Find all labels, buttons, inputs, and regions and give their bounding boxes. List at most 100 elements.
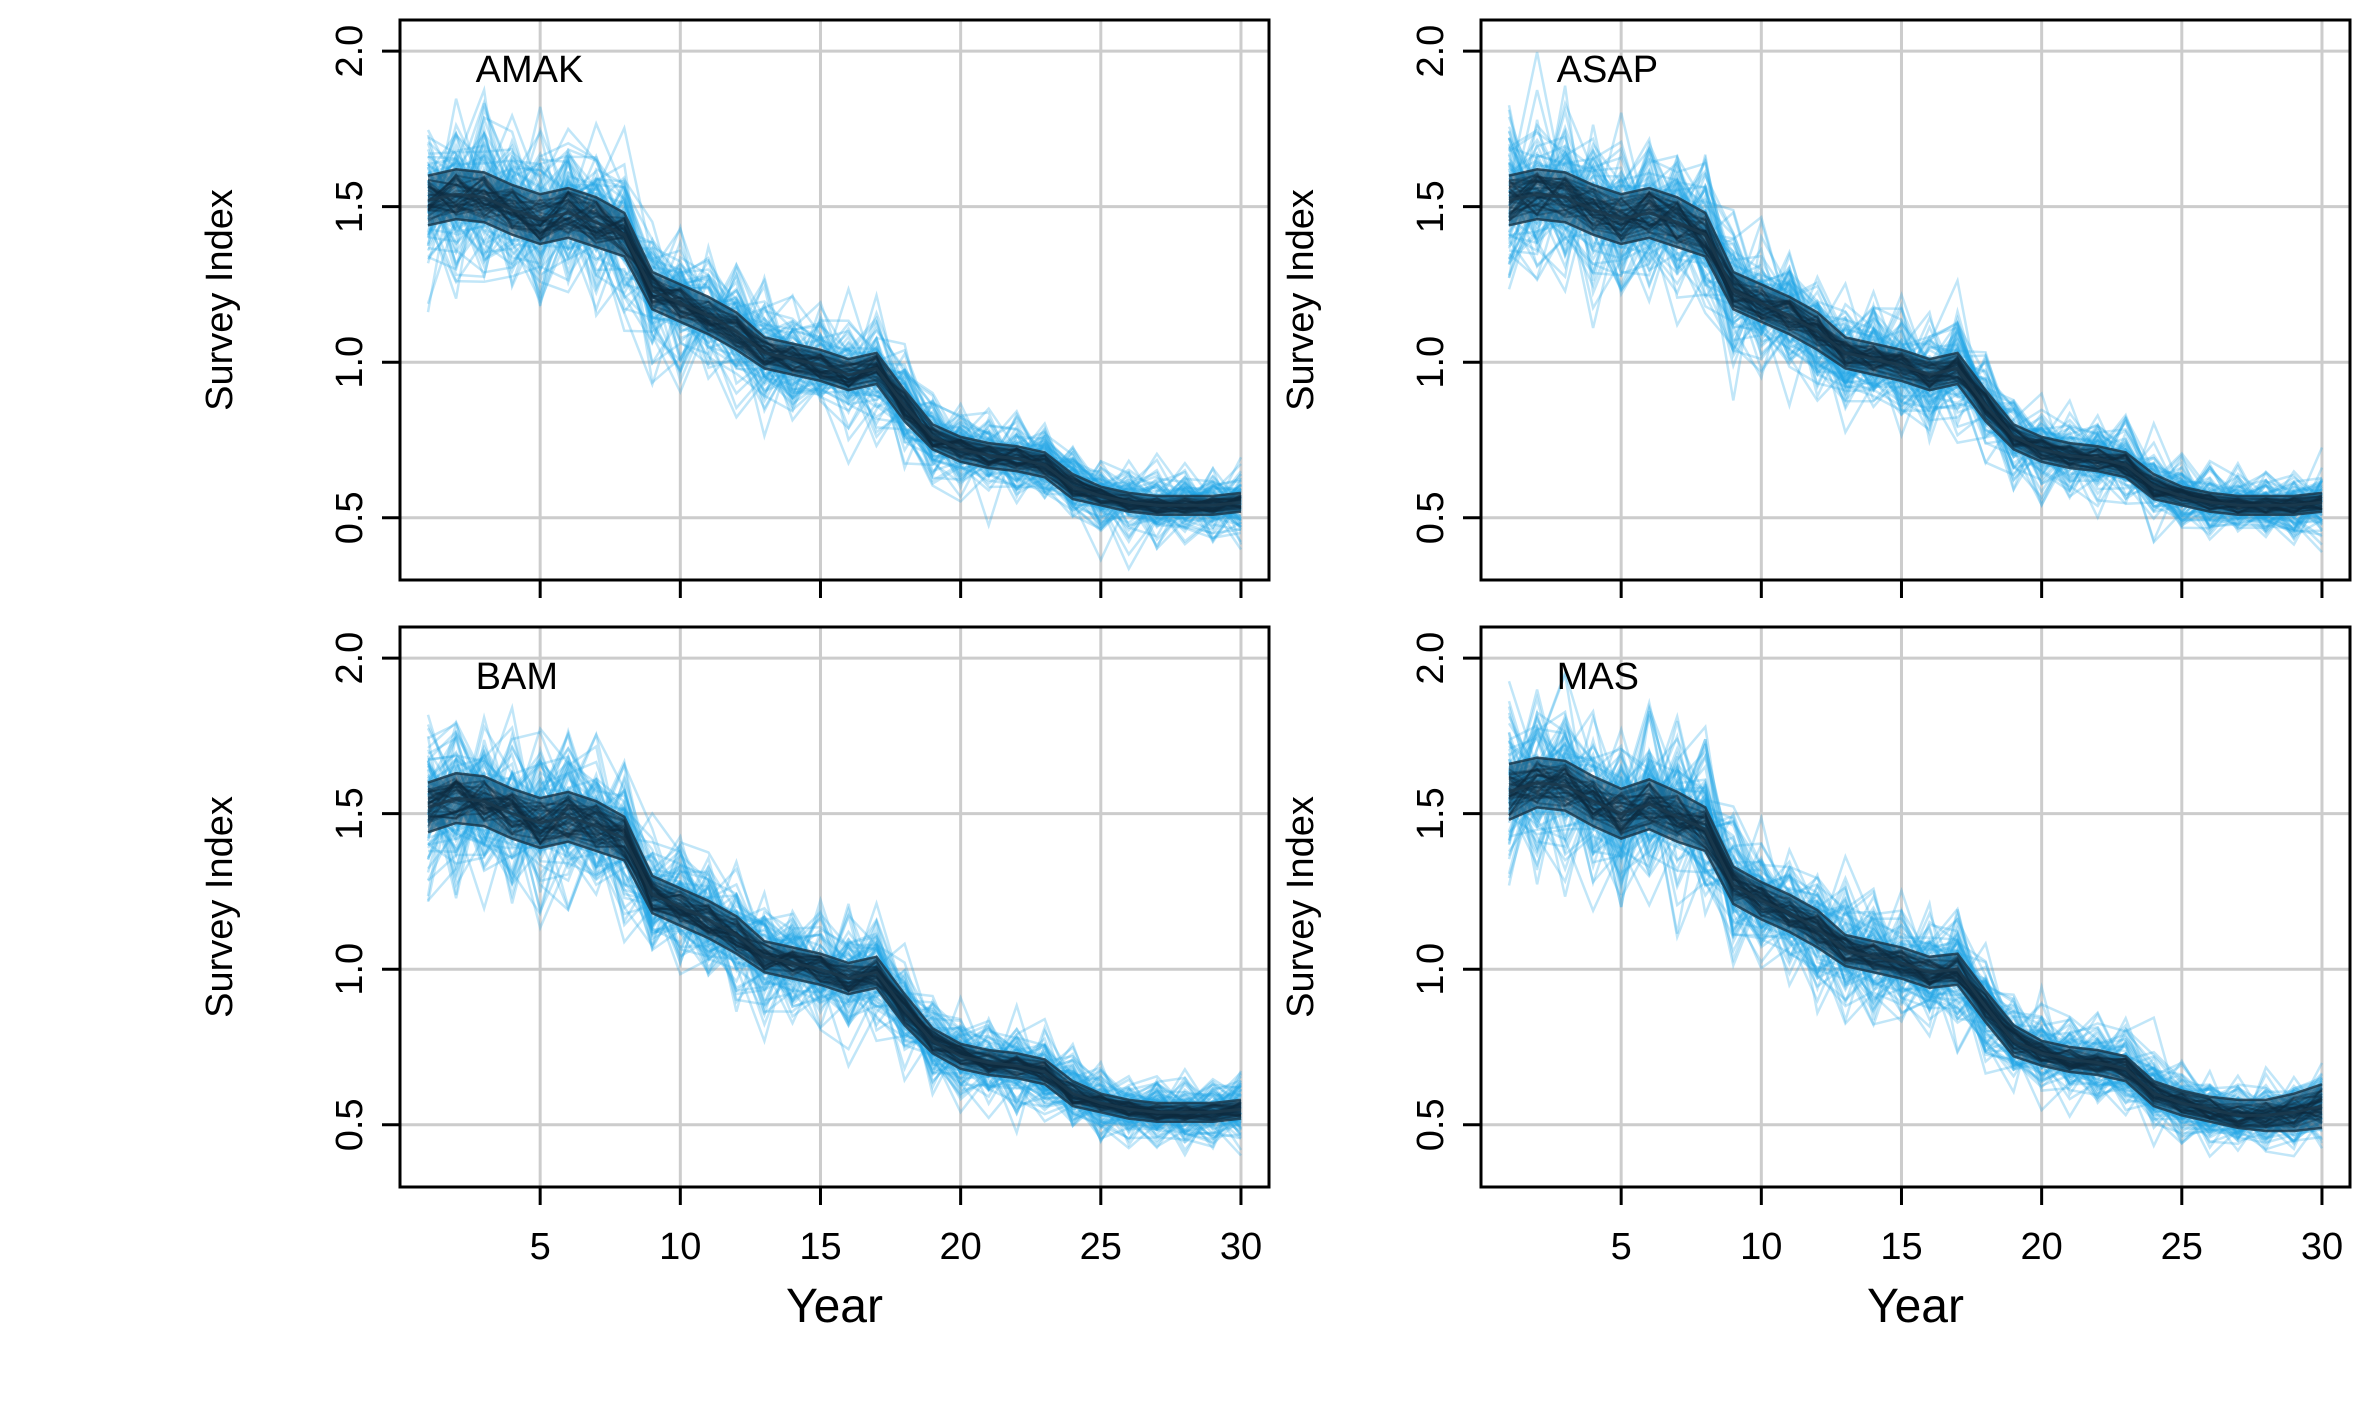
central-line [427, 789, 1242, 1122]
central-line [427, 193, 1242, 513]
plot-frame [398, 625, 1271, 1189]
y-tick-label: 2.0 [1410, 632, 1452, 685]
replicate-line [1507, 155, 2323, 529]
central-line [427, 176, 1242, 507]
central-line [427, 206, 1242, 510]
central-line [1508, 764, 2323, 1123]
replicate-line [426, 702, 1242, 1125]
replicate-line [427, 102, 1242, 552]
central-line [1508, 764, 2323, 1128]
replicate-line [1507, 752, 2324, 1146]
x-tick-label: 5 [530, 1226, 551, 1268]
central-line [427, 180, 1242, 512]
central-line [427, 789, 1242, 1114]
central-line [1508, 762, 2323, 1121]
central-line [427, 794, 1242, 1119]
central-line [1508, 793, 2323, 1126]
central-line [1508, 174, 2323, 511]
central-line [427, 778, 1242, 1119]
x-tick-label: 5 [1611, 1226, 1632, 1268]
central-line [1508, 774, 2323, 1123]
replicate-line [426, 729, 1242, 1123]
central-line [427, 198, 1242, 508]
central-line [427, 176, 1242, 511]
replicate-line [1508, 738, 2323, 1141]
central-line [427, 185, 1242, 507]
plot-frame [1479, 625, 2352, 1189]
central-line [427, 792, 1242, 1117]
central-line [427, 193, 1242, 515]
central-line [427, 175, 1242, 511]
panel-label: ASAP [1557, 49, 1658, 91]
central-line [427, 797, 1242, 1121]
replicate-line [1508, 183, 2323, 531]
x-tick-label: 10 [1740, 1226, 1782, 1268]
y-tick-label: 2.0 [329, 25, 371, 78]
replicate-line [427, 783, 1242, 1123]
central-line [1508, 195, 2323, 514]
replicate-line [427, 105, 1243, 532]
x-tick-label: 25 [1080, 1226, 1122, 1268]
central-line [1508, 783, 2323, 1121]
replicate-line [1507, 105, 2323, 520]
y-tick-label: 0.5 [1410, 1098, 1452, 1151]
central-line [427, 782, 1241, 1115]
central-line [1508, 198, 2323, 510]
y-tick-label: 1.0 [329, 336, 371, 389]
replicate-line [1507, 689, 2323, 1121]
panel-bam: 0.5 1.0 1.5 2.0 5 10 15 20 25 30 Survey Index Year B… [199, 625, 1271, 1333]
replicate-line [427, 771, 1242, 1130]
x-tick-label: 30 [1220, 1226, 1262, 1268]
central-line [427, 782, 1242, 1122]
replicate-line [1508, 697, 2324, 1126]
upper-bound-line [1508, 756, 2323, 1102]
central-line [1508, 767, 2323, 1125]
central-line [1508, 172, 2323, 515]
replicate-line [1507, 680, 2323, 1121]
replicate-line [1508, 179, 2323, 527]
plot-area-amak [426, 84, 1243, 572]
central-line [1508, 768, 2323, 1128]
replicate-line [427, 753, 1242, 1127]
central-line [427, 789, 1242, 1120]
interval-band [1509, 757, 2322, 1131]
median-line [1508, 781, 2323, 1117]
central-line [1508, 176, 2323, 508]
replicate-line [1508, 732, 2323, 1124]
replicate-line [1507, 51, 2323, 522]
central-line [1508, 767, 2323, 1122]
panel-label: BAM [476, 656, 558, 698]
panel-amak: 0.5 1.0 1.5 2.0 Survey Index AMAK [199, 18, 1271, 598]
replicate-line [1507, 171, 2323, 533]
replicate-line [1507, 99, 2323, 536]
y-tick-label: 1.5 [1410, 180, 1452, 233]
central-line [1508, 178, 2323, 514]
central-line [1508, 766, 2323, 1126]
replicate-line [427, 136, 1242, 535]
lower-bound-line [427, 821, 1242, 1123]
y-axis-label: Survey Index [199, 796, 241, 1018]
replicate-line [426, 726, 1242, 1124]
central-line [1508, 776, 2323, 1126]
panel-asap: 0.5 1.0 1.5 2.0 Survey Index ASAP [1280, 18, 2352, 598]
lower-bound-line [1508, 217, 2323, 516]
replicate-line [427, 178, 1242, 510]
central-line [1508, 768, 2323, 1123]
replicate-line [1507, 710, 2323, 1143]
interval-band [1509, 169, 2322, 515]
central-line [427, 788, 1242, 1119]
plot-area-bam [426, 702, 1243, 1158]
replicate-line [1507, 715, 2323, 1120]
lower-bound-line [427, 217, 1242, 516]
replicate-line [1507, 668, 2323, 1141]
x-axis-label: Year [1867, 1280, 1964, 1333]
y-axis-label: Survey Index [1280, 796, 1322, 1018]
y-axis-label: Survey Index [1280, 189, 1322, 411]
x-tick-label: 30 [2301, 1226, 2343, 1268]
y-tick-label: 1.0 [1410, 336, 1452, 389]
y-tick-label: 1.0 [329, 943, 371, 996]
central-line [1508, 783, 2323, 1124]
central-line [427, 785, 1242, 1121]
y-tick-label: 1.0 [1410, 943, 1452, 996]
